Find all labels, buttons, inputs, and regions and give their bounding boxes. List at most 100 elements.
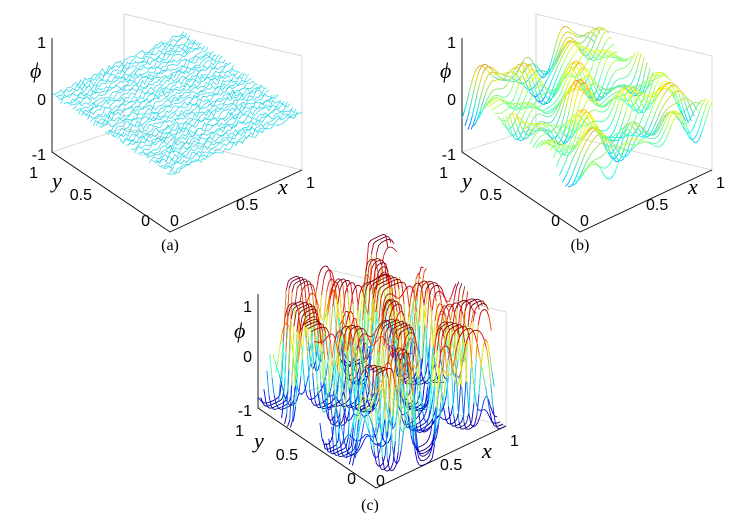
surface-segment — [373, 338, 377, 348]
surface-segment — [304, 304, 308, 307]
surface-segment — [564, 74, 568, 78]
surface-segment — [309, 292, 313, 296]
surface-segment — [636, 133, 640, 138]
surface-segment — [421, 378, 424, 381]
surface-segment — [384, 469, 387, 472]
surface-segment — [322, 400, 326, 407]
surface-segment — [313, 290, 317, 315]
surface-segment — [613, 80, 617, 84]
surface-segment — [666, 114, 670, 119]
surface-segment — [695, 130, 699, 137]
surface-segment — [589, 132, 592, 137]
surface-segment — [364, 347, 368, 366]
surface-segment — [595, 157, 599, 160]
surface-segment — [277, 345, 281, 361]
surface-segment — [574, 130, 577, 132]
surface-segment — [485, 69, 489, 72]
surface-segment — [417, 421, 421, 424]
surface-segment — [684, 108, 688, 111]
surface-segment — [392, 322, 396, 335]
surface-segment — [581, 85, 585, 90]
surface-segment — [580, 67, 584, 70]
surface-segment — [289, 385, 293, 421]
surface-segment — [296, 393, 300, 402]
surface-segment — [442, 418, 445, 421]
surface-segment — [541, 142, 545, 147]
surface-segment — [401, 322, 405, 325]
surface-segment — [457, 327, 461, 360]
surface-segment — [614, 56, 618, 59]
surface-segment — [534, 140, 538, 145]
surface-segment — [341, 453, 345, 458]
surface-segment — [609, 56, 612, 58]
surface-segment — [372, 367, 375, 370]
surface-segment — [609, 101, 613, 106]
surface-segment — [566, 72, 569, 75]
surface-segment — [361, 416, 365, 419]
surface-segment — [402, 325, 406, 328]
surface-segment — [519, 73, 523, 81]
surface-segment — [466, 110, 470, 120]
surface-segment — [638, 53, 642, 62]
surface-segment — [568, 40, 571, 43]
surface-segment — [301, 302, 305, 305]
surface-segment — [372, 370, 376, 373]
surface-segment — [397, 311, 400, 317]
surface-segment — [567, 128, 571, 136]
surface-segment — [352, 314, 356, 331]
surface-segment — [386, 236, 389, 238]
surface-segment — [639, 139, 642, 142]
surface-segment — [384, 340, 388, 349]
surface-segment — [288, 397, 292, 404]
surface-segment — [425, 422, 428, 429]
surface-segment — [528, 64, 532, 67]
surface-segment — [542, 130, 545, 133]
surface-segment — [630, 105, 634, 113]
surface-segment — [596, 130, 600, 135]
surface-segment — [274, 405, 278, 408]
surface-segment — [653, 91, 657, 94]
surface-segment — [625, 153, 629, 157]
surface-segment — [507, 105, 511, 109]
surface-segment — [474, 415, 478, 425]
surface-segment — [572, 145, 576, 149]
surface-segment — [570, 32, 574, 35]
surface-segment — [587, 36, 590, 39]
surface-segment — [640, 142, 644, 144]
surface-segment — [617, 150, 620, 154]
surface-segment — [552, 64, 556, 70]
surface-segment — [437, 375, 441, 389]
surface-segment — [515, 87, 519, 95]
surface-segment — [367, 290, 371, 314]
surface-segment — [702, 120, 706, 129]
surface-segment — [577, 117, 581, 124]
surface-segment — [331, 342, 335, 359]
surface-segment — [424, 280, 427, 283]
surface-segment — [306, 310, 309, 313]
surface-mesh-line — [167, 112, 300, 175]
surface-segment — [371, 282, 375, 286]
surface-segment — [325, 269, 329, 273]
surface-segment — [431, 281, 435, 286]
surface-segment — [508, 69, 512, 74]
surface-segment — [629, 91, 632, 95]
surface-segment — [492, 71, 496, 74]
surface-segment — [363, 367, 367, 397]
surface-segment — [573, 84, 577, 92]
surface-segment — [601, 52, 605, 57]
surface-segment — [509, 133, 513, 136]
surface-segment — [585, 90, 588, 96]
surface-segment — [488, 71, 491, 75]
surface-segment — [424, 328, 428, 382]
surface-segment — [555, 98, 558, 102]
surface-segment — [399, 311, 402, 313]
surface-segment — [371, 399, 375, 407]
surface-segment — [545, 132, 549, 135]
surface-segment — [588, 129, 592, 132]
surface-segment — [545, 70, 549, 74]
surface-segment — [382, 419, 386, 438]
surface-segment — [597, 164, 601, 168]
surface-segment — [393, 326, 396, 329]
surface-segment — [497, 99, 500, 101]
surface-segment — [546, 107, 550, 110]
